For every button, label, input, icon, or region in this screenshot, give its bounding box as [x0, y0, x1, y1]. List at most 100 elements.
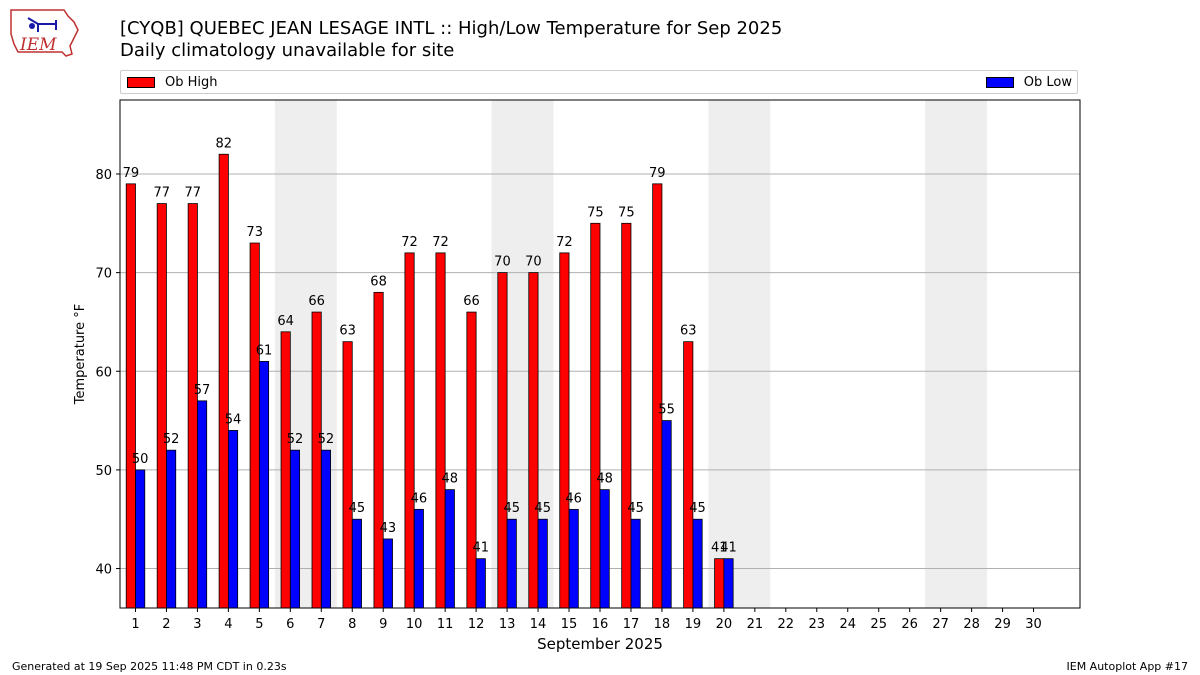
data-label-low-3: 57: [194, 383, 211, 398]
bar-high-11: [435, 252, 446, 609]
x-tick-label-13: 13: [499, 617, 516, 632]
x-tick-label-21: 21: [747, 617, 764, 632]
data-label-low-10: 46: [411, 491, 428, 506]
data-label-low-19: 45: [689, 501, 706, 516]
data-label-high-3: 77: [185, 186, 202, 201]
legend-label-low: Ob Low: [1023, 75, 1072, 90]
bar-low-19: [692, 518, 703, 609]
x-tick-label-28: 28: [963, 617, 980, 632]
data-label-low-15: 46: [565, 491, 582, 506]
bar-low-16: [599, 489, 610, 609]
iowa-outline-icon: [10, 9, 79, 57]
legend-label-high: Ob High: [165, 75, 218, 90]
bar-high-20: [714, 558, 725, 609]
data-label-low-5: 61: [256, 343, 273, 358]
y-axis-label: Temperature °F: [73, 304, 88, 405]
data-label-high-8: 63: [339, 324, 356, 339]
x-tick-label-5: 5: [255, 617, 263, 632]
data-label-low-7: 52: [318, 432, 335, 447]
bar-low-1: [135, 469, 146, 609]
data-label-high-6: 64: [277, 314, 294, 329]
bar-low-8: [351, 518, 362, 609]
bar-low-15: [568, 508, 579, 609]
x-tick-label-9: 9: [379, 617, 387, 632]
bar-high-3: [187, 203, 198, 609]
data-label-high-4: 82: [215, 136, 232, 151]
bar-high-18: [652, 183, 663, 609]
x-tick-label-25: 25: [870, 617, 887, 632]
bar-high-13: [497, 272, 508, 609]
x-axis-label: September 2025: [537, 635, 663, 653]
data-label-low-2: 52: [163, 432, 180, 447]
y-tick-label-60: 60: [95, 365, 112, 380]
bar-low-2: [166, 449, 177, 609]
bar-high-8: [342, 341, 353, 609]
bar-high-17: [621, 222, 632, 609]
x-tick-label-26: 26: [901, 617, 918, 632]
data-label-low-17: 45: [627, 501, 644, 516]
bar-low-4: [227, 430, 239, 609]
x-tick-label-2: 2: [162, 617, 170, 632]
bar-low-6: [289, 449, 301, 609]
x-tick-label-15: 15: [561, 617, 578, 632]
bar-low-14: [537, 518, 548, 609]
data-label-low-16: 48: [596, 472, 613, 487]
data-label-high-13: 70: [494, 255, 511, 270]
bar-high-14: [528, 272, 539, 609]
bar-high-2: [156, 203, 167, 609]
bar-low-5: [258, 360, 270, 609]
x-tick-label-6: 6: [286, 617, 294, 632]
data-label-low-1: 50: [132, 452, 149, 467]
bar-high-12: [466, 311, 477, 609]
data-label-high-1: 79: [123, 166, 140, 181]
x-tick-label-4: 4: [224, 617, 232, 632]
y-tick-label-80: 80: [95, 168, 112, 183]
x-tick-label-1: 1: [131, 617, 139, 632]
bar-high-19: [683, 341, 694, 609]
x-tick-label-23: 23: [809, 617, 826, 632]
data-label-low-13: 45: [503, 501, 520, 516]
data-label-low-9: 43: [380, 521, 397, 536]
logo-text: IEM: [19, 35, 57, 55]
data-label-high-18: 79: [649, 166, 666, 181]
bar-low-13: [506, 518, 517, 609]
weekend-shade-3: [925, 100, 988, 608]
x-tick-label-17: 17: [623, 617, 640, 632]
legend-swatch-low: [985, 77, 1014, 88]
bar-low-11: [444, 489, 455, 609]
x-tick-label-10: 10: [406, 617, 423, 632]
data-label-high-14: 70: [525, 255, 542, 270]
data-label-high-16: 75: [587, 205, 604, 220]
bar-low-17: [630, 518, 641, 609]
data-label-low-4: 54: [225, 412, 242, 427]
data-label-low-6: 52: [287, 432, 304, 447]
bar-high-15: [559, 252, 570, 609]
weather-vane-icon: [27, 17, 57, 32]
legend: Ob High Ob Low: [120, 70, 1078, 94]
bar-low-20: [723, 558, 734, 609]
x-tick-label-14: 14: [530, 617, 547, 632]
data-label-low-12: 41: [473, 541, 490, 556]
bar-high-16: [590, 222, 601, 609]
data-label-high-2: 77: [154, 186, 171, 201]
footer-generated: Generated at 19 Sep 2025 11:48 PM CDT in…: [12, 660, 287, 673]
x-tick-label-30: 30: [1025, 617, 1042, 632]
footer-app: IEM Autoplot App #17: [1066, 660, 1189, 673]
data-label-high-17: 75: [618, 205, 635, 220]
iem-logo: IEM: [10, 9, 79, 57]
bar-low-3: [197, 400, 208, 609]
data-label-low-18: 55: [658, 403, 675, 418]
x-tick-label-8: 8: [348, 617, 356, 632]
legend-swatch-high: [127, 77, 155, 88]
y-tick-label-50: 50: [95, 464, 112, 479]
data-label-low-14: 45: [534, 501, 551, 516]
y-tick-label-40: 40: [95, 563, 112, 578]
data-label-high-12: 66: [463, 294, 480, 309]
bar-low-12: [475, 558, 486, 609]
data-label-low-11: 48: [442, 472, 459, 487]
x-tick-label-19: 19: [685, 617, 702, 632]
x-tick-label-7: 7: [317, 617, 325, 632]
bar-low-18: [661, 420, 672, 609]
x-tick-label-22: 22: [778, 617, 795, 632]
